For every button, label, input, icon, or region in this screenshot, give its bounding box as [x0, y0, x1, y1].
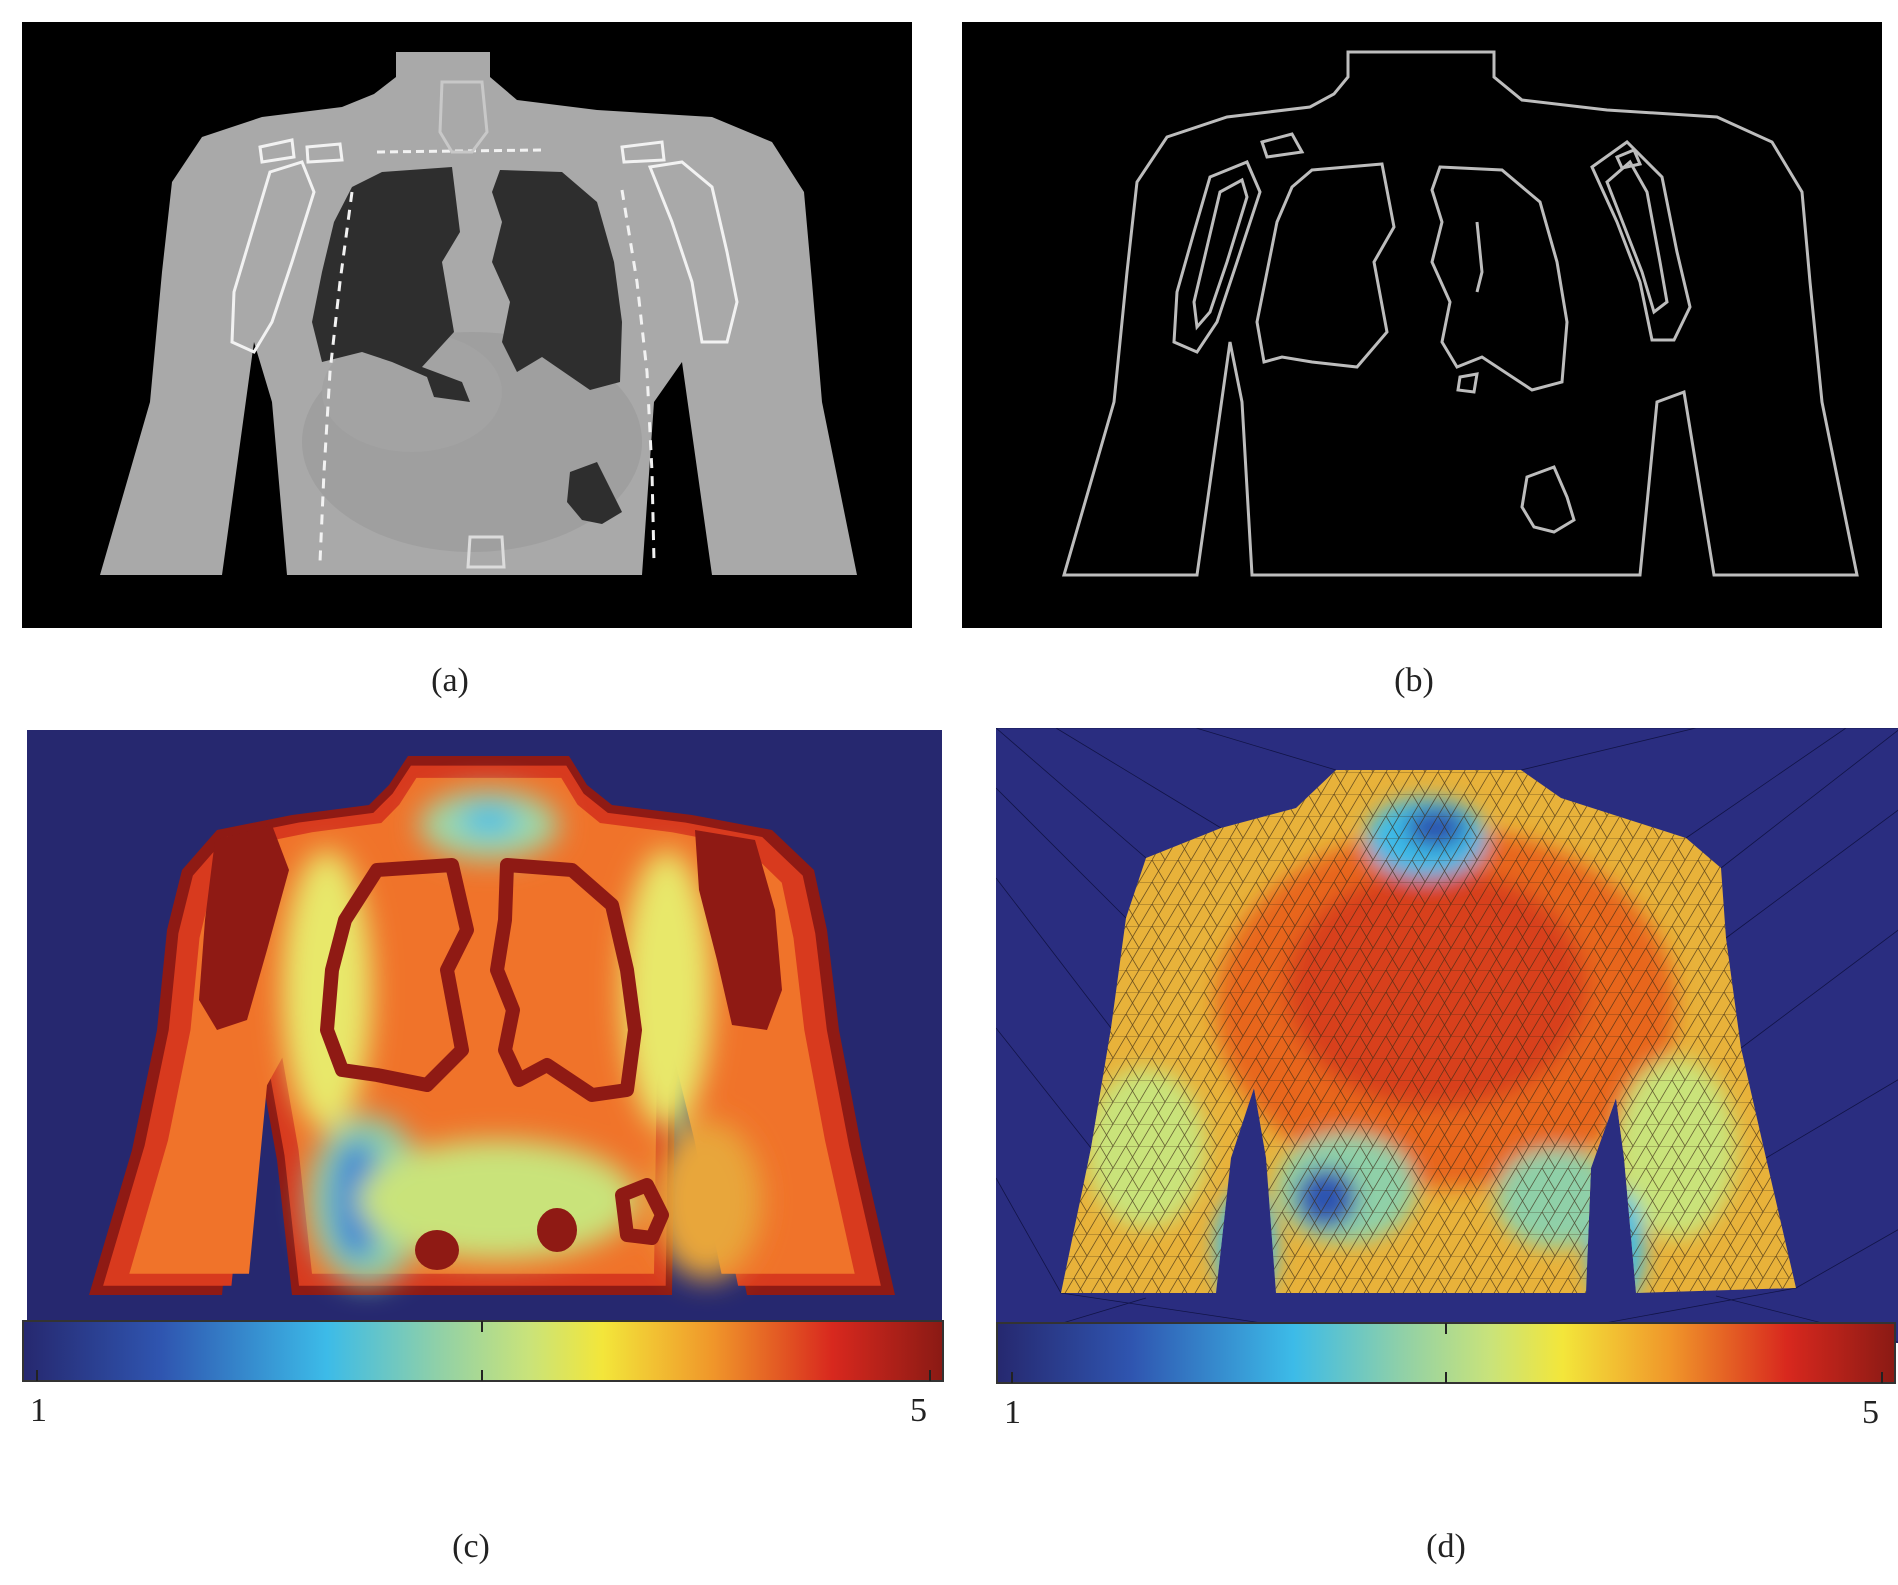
- panel-a-image: [22, 22, 912, 628]
- caption-c: (c): [452, 1528, 490, 1565]
- colorbar-d: [996, 1322, 1896, 1389]
- colorbar-d-min-label: 1: [1004, 1394, 1021, 1431]
- panel-c-density-map: [27, 730, 942, 1345]
- panel-b-image: [962, 22, 1882, 628]
- caption-d: (d): [1426, 1528, 1466, 1565]
- caption-b: (b): [1394, 662, 1434, 699]
- panel-b-edge-map: [962, 22, 1882, 628]
- colorbar-d-gradient: [996, 1322, 1896, 1384]
- colorbar-d-max-label: 5: [1862, 1394, 1879, 1431]
- colorbar-c-gradient: [22, 1320, 944, 1382]
- caption-a: (a): [431, 662, 469, 699]
- colorbar-c-min-label: 1: [30, 1392, 47, 1429]
- panel-c-image: [27, 730, 942, 1345]
- panel-d-triangular-mesh: [996, 728, 1898, 1343]
- colorbar-c: [22, 1320, 944, 1387]
- colorbar-c-max-label: 5: [910, 1392, 927, 1429]
- panel-d-image: [996, 728, 1898, 1343]
- panel-a-segmented-ct: [22, 22, 912, 628]
